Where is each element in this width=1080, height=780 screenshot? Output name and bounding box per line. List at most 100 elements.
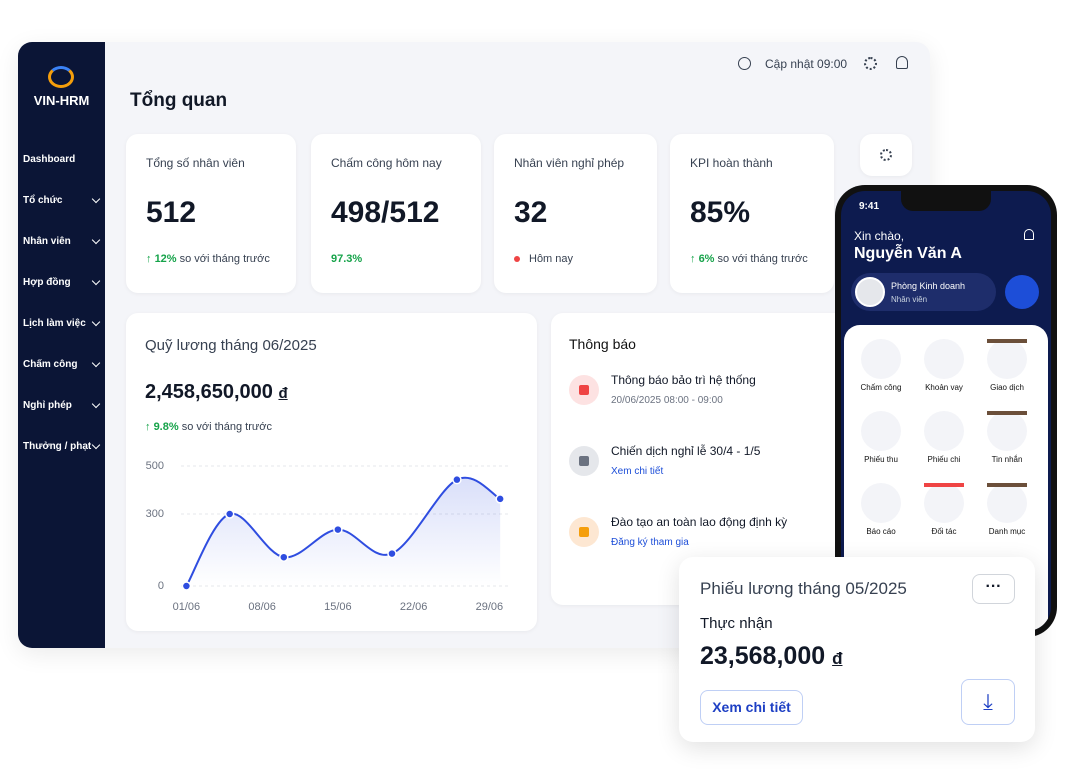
stat-delta: ↑ 6% (690, 253, 715, 265)
more-button[interactable]: ··· (972, 574, 1015, 604)
department: Phòng Kinh doanh (891, 281, 966, 291)
app-icon (924, 339, 964, 379)
app-tile[interactable]: Đối tác (917, 483, 971, 545)
stat-label: Nhân viên nghỉ phép (514, 156, 625, 170)
app-icon (987, 411, 1027, 451)
app-icon (924, 411, 964, 451)
menu-item[interactable]: Dashboard (23, 154, 76, 165)
app-label: Chấm công (860, 383, 902, 392)
app-tile[interactable]: Danh mục (980, 483, 1034, 545)
x-tick-label: 22/06 (400, 601, 428, 613)
payslip-title: Phiếu lương tháng 05/2025 (700, 579, 907, 598)
app-icon (987, 483, 1027, 523)
app-label: Khoản vay (925, 383, 963, 392)
amount: 23,568,000 (700, 642, 826, 670)
point (279, 552, 289, 562)
detail-button[interactable]: Xem chi tiết (700, 690, 803, 725)
chevron (91, 276, 101, 286)
point (224, 509, 235, 519)
logo: VIN-HRM (33, 93, 90, 108)
stat-card: Chấm công hôm nay 498/512 97.3% (311, 134, 481, 293)
stat-label: Chấm công hôm nay (331, 156, 442, 170)
settings-card[interactable] (860, 134, 912, 176)
red-dot (514, 256, 520, 263)
stat-label: Tổng số nhân viên (146, 156, 245, 170)
avatar (855, 277, 885, 307)
point (495, 494, 505, 504)
notification-detail[interactable]: Đăng ký tham gia (611, 537, 689, 548)
app-label: Báo cáo (866, 527, 896, 536)
x-tick-label: 01/06 (173, 601, 201, 613)
stat-value: 85% (690, 196, 751, 229)
x-tick-label: 29/06 (476, 601, 504, 613)
app-tile[interactable]: Chấm công (854, 339, 908, 401)
payroll-delta: ↑ 9.8% so với tháng trước (145, 421, 272, 433)
amount: 2,458,650,000 (145, 381, 273, 403)
download-button[interactable]: ⤓ (961, 679, 1015, 725)
currency: đ (832, 649, 843, 668)
notification-detail: 20/06/2025 08:00 - 09:00 (611, 395, 723, 406)
menu-item[interactable]: Thưởng / phạt (23, 441, 92, 452)
app-tile[interactable]: Tin nhắn (980, 411, 1034, 473)
update-time: Cập nhật 09:00 (765, 57, 848, 71)
app-icon (861, 411, 901, 451)
dashboard-window: VIN-HRM Dashboard Tổ chức Nhân viên Hợp đồn… (18, 42, 930, 648)
menu-item[interactable]: Hợp đồng (23, 277, 71, 288)
stat-label: KPI hoàn thành (690, 156, 773, 170)
bell-button[interactable] (896, 56, 908, 69)
chevron (91, 235, 101, 245)
menu-item[interactable]: Nghỉ phép (23, 400, 72, 411)
stat-card: KPI hoàn thành 85% ↑ 6% so với tháng trước (670, 134, 834, 293)
settings-button[interactable] (864, 57, 877, 70)
sidebar: VIN-HRM Dashboard Tổ chức Nhân viên Hợp đồn… (18, 42, 105, 648)
point (333, 524, 343, 535)
app-glyph (987, 483, 1027, 487)
notifications-title: Thông báo (569, 336, 636, 352)
chevron (91, 358, 101, 368)
point (387, 548, 397, 559)
phone-bell[interactable] (1024, 229, 1034, 240)
notification-glyph (579, 456, 589, 466)
point (452, 474, 462, 485)
chevron (91, 194, 101, 204)
app-glyph (987, 339, 1027, 343)
stat-delta: ↑ 12% (146, 253, 177, 265)
notification-detail[interactable]: Xem chi tiết (611, 466, 664, 477)
app-label: Tin nhắn (991, 455, 1023, 464)
app-icon (861, 339, 901, 379)
profile-chip[interactable]: Phòng Kinh doanh Nhân viên (851, 273, 996, 311)
greeting: Xin chào, (854, 229, 905, 243)
y-tick-label: 300 (146, 508, 164, 520)
stat-note: so với tháng trước (179, 253, 270, 265)
payroll-title: Quỹ lương tháng 06/2025 (145, 337, 317, 354)
app-tile[interactable]: Phiếu chi (917, 411, 971, 473)
y-tick-label: 0 (158, 580, 164, 592)
menu-item[interactable]: Nhân viên (23, 236, 71, 247)
app-icon (861, 483, 901, 523)
chevron (91, 440, 101, 450)
stat-delta: 97.3% (331, 253, 362, 265)
app-tile[interactable]: Báo cáo (854, 483, 908, 545)
note: so với tháng trước (181, 421, 272, 433)
app-tile[interactable]: Khoản vay (917, 339, 971, 401)
menu-item[interactable]: Lịch làm việc (23, 318, 86, 329)
stat-card: Tổng số nhân viên 512 ↑ 12% so với tháng tr… (126, 134, 296, 293)
app-tile[interactable]: Phiếu thu (854, 411, 908, 473)
stat-footer: ↑ 12% so với tháng trước (146, 253, 270, 265)
notification-glyph (579, 527, 589, 537)
logo-icon (48, 66, 74, 88)
notification-title: Thông báo bảo trì hệ thống (611, 373, 756, 387)
phone-time: 9:41 (859, 201, 880, 212)
payslip-amount: 23,568,000 đ (700, 642, 842, 671)
app-tile[interactable]: Giao dịch (980, 339, 1034, 401)
payslip-card: Phiếu lương tháng 05/2025 ··· Thực nhận … (679, 557, 1035, 742)
menu-item[interactable]: Chấm công (23, 359, 78, 370)
stat-card: Nhân viên nghỉ phép 32 Hôm nay (494, 134, 657, 293)
eye-button[interactable] (1005, 275, 1039, 309)
menu-item[interactable]: Tổ chức (23, 195, 63, 206)
stat-value: 512 (146, 196, 197, 229)
x-tick-label: 15/06 (324, 601, 352, 613)
notification-title: Đào tạo an toàn lao động định kỳ (611, 515, 788, 529)
app-label: Giao dịch (990, 383, 1024, 392)
